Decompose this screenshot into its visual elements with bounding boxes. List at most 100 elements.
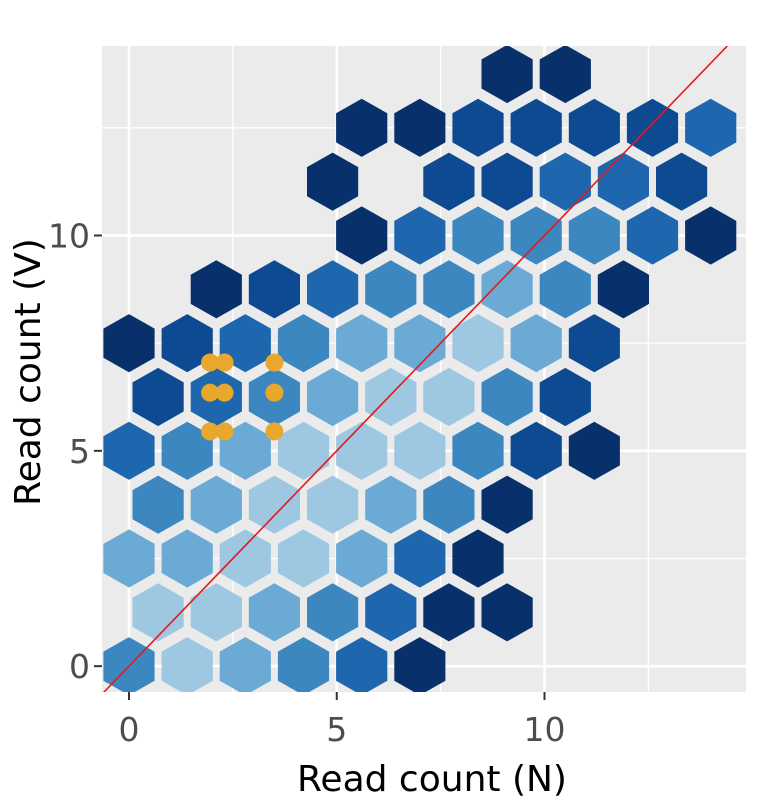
hex-bin [423,475,475,534]
hex-bin [248,475,300,534]
hex-bin [336,206,388,265]
hex-bin [685,98,737,157]
hex-bin [307,367,359,427]
hex-bin [277,529,330,588]
highlight-points [201,353,284,441]
hex-bin [394,529,446,588]
hex-bin [219,637,271,692]
hex-bin [510,314,562,373]
hex-bin [452,529,504,588]
identity-line-path [102,46,728,692]
hex-bin [685,206,737,265]
hex-bin [510,421,562,480]
hex-bin [365,260,417,319]
hex-bin [481,475,533,534]
hex-bin [365,475,417,534]
hex-bin [568,98,620,157]
highlight-point [215,383,234,402]
hex-bin [423,367,475,427]
hex-bin [568,421,620,480]
highlight-point [265,353,284,372]
hex-bin [394,421,446,480]
highlight-point [215,353,234,372]
hex-bin [103,314,155,373]
hex-bin [132,583,184,642]
hex-bin [452,206,504,265]
hex-bin [336,98,388,157]
highlight-point [201,383,220,402]
hex-bin [307,583,359,642]
x-tick-label: 10 [523,710,565,749]
hex-bin [307,260,359,319]
hex-bin [190,260,242,319]
hex-bin [161,421,213,480]
hex-bin [423,152,475,211]
hex-bin [481,152,533,211]
hex-bin [452,421,504,480]
hex-bin [161,637,213,692]
hex-bin [103,637,155,692]
hex-bin [190,475,242,534]
hex-bin [307,475,359,534]
highlight-point [215,422,234,441]
hex-bin [481,46,533,104]
hex-bin [423,260,475,319]
hex-bin [219,314,271,373]
hex-bin [190,583,242,642]
hex-bin [568,314,620,373]
hex-bin [394,314,446,373]
hex-bin [132,367,184,427]
hex-bin [539,260,591,319]
hex-bin [161,314,213,373]
hex-bin [248,260,300,319]
hex-bin [539,152,591,211]
hex-bin [336,421,388,480]
highlight-point [265,422,284,441]
y-axis-title: Read count (V) [8,238,49,506]
hex-bin [597,260,649,319]
highlight-point [201,422,220,441]
hex-bin [568,206,620,265]
hex-bin [307,152,359,211]
y-axis-ticks: 0 5 10 [48,216,102,686]
hex-bin [481,583,533,642]
hex-bin [132,475,184,534]
x-axis-title: Read count (N) [297,759,567,798]
hex-bin [539,46,591,104]
hex-bin [161,529,213,588]
y-tick-label: 10 [48,216,90,255]
hex-bin [394,637,446,692]
hex-bin [219,529,271,588]
hex-bin [452,314,504,373]
highlight-point [265,383,284,402]
hex-bin [277,421,330,480]
hex-bin [336,314,388,373]
hex-bin [336,637,388,692]
x-axis-ticks: 0 5 10 [119,692,565,749]
hex-bin [626,98,679,157]
hex-bin [336,529,388,588]
y-tick-label: 0 [69,647,90,686]
x-tick-label: 0 [119,710,140,749]
hex-bin [510,206,562,265]
hex-bin [365,583,417,642]
hex-bin [277,314,330,373]
hex-bin [219,421,271,480]
hex-bin [452,98,504,157]
hex-bin [394,206,446,265]
hex-bin [626,206,679,265]
highlight-point [201,353,220,372]
x-tick-label: 5 [326,710,347,749]
hex-bin [510,98,562,157]
hex-bin [423,583,475,642]
hex-bin [539,367,591,427]
hex-bin [248,583,300,642]
hex-bin [103,421,155,480]
hex-bin [394,98,446,157]
hex-bins [103,46,737,692]
identity-line [102,46,728,692]
hex-bin [103,529,155,588]
hex-bin [481,367,533,427]
y-tick-label: 5 [69,432,90,471]
